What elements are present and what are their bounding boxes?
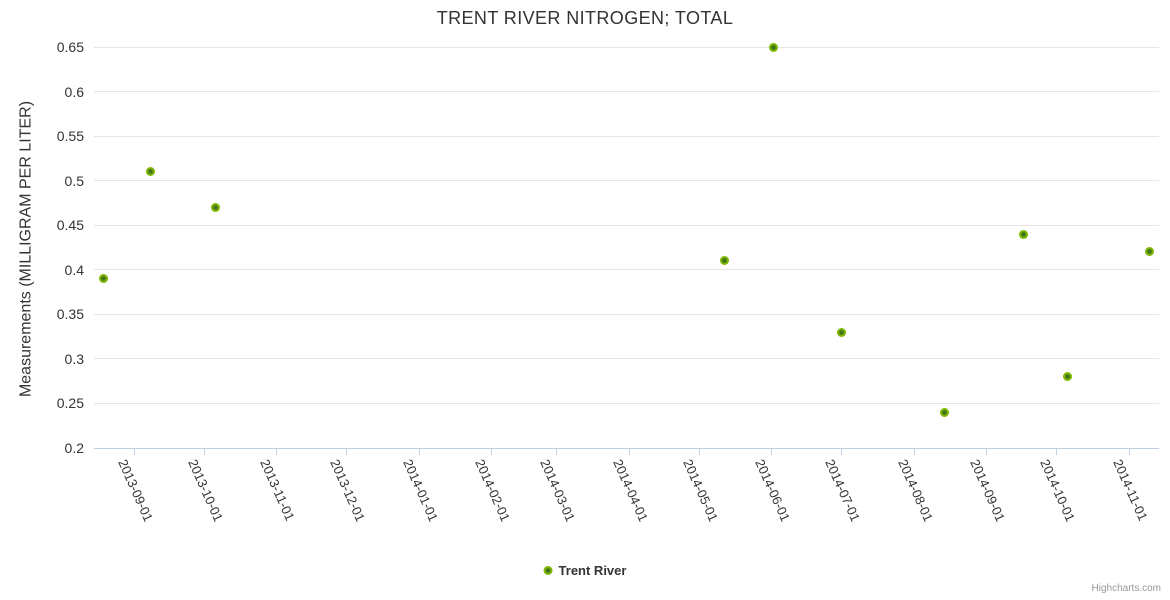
x-tick-mark	[913, 449, 915, 455]
x-tick-mark	[1128, 449, 1130, 455]
y-gridline	[94, 313, 1159, 315]
y-gridline	[94, 46, 1159, 48]
data-point[interactable]	[1145, 247, 1155, 257]
y-axis-label: 0.2	[64, 440, 84, 456]
x-axis-label: 2013-09-01	[114, 457, 156, 524]
x-axis-label: 2014-09-01	[967, 457, 1009, 524]
data-point[interactable]	[836, 327, 846, 337]
data-point[interactable]	[98, 274, 108, 284]
x-tick-mark	[346, 449, 348, 455]
x-axis-label: 2014-05-01	[680, 457, 721, 524]
x-tick-mark	[418, 449, 420, 455]
x-axis-line	[94, 447, 1159, 449]
legend-marker-icon	[543, 566, 553, 575]
y-axis-label: 0.25	[56, 395, 84, 412]
x-tick-mark	[628, 449, 630, 455]
y-gridline	[94, 180, 1159, 182]
highcharts-credits-link[interactable]: Highcharts.com	[1091, 583, 1161, 594]
x-axis-label: 2014-03-01	[537, 457, 579, 524]
x-axis-label: 2014-07-01	[822, 457, 864, 524]
x-axis-label: 2013-10-01	[185, 457, 226, 524]
x-axis-label: 2014-08-01	[895, 457, 936, 524]
legend-label: Trent River	[558, 563, 627, 578]
x-axis-label: 2014-01-01	[399, 457, 441, 524]
x-axis-label: 2013-12-01	[327, 457, 369, 524]
y-axis-label: 0.55	[56, 128, 84, 145]
y-gridline	[94, 91, 1159, 93]
y-axis-label: 0.65	[56, 39, 84, 55]
x-tick-mark	[771, 449, 773, 455]
x-tick-mark	[276, 449, 278, 455]
y-axis-label: 0.6	[64, 83, 84, 100]
data-point[interactable]	[210, 202, 220, 212]
x-axis-label: 2014-02-01	[472, 457, 514, 524]
x-axis-label: 2014-04-01	[610, 457, 651, 524]
data-point[interactable]	[939, 407, 949, 417]
x-tick-mark	[556, 449, 558, 455]
x-axis-label: 2013-11-01	[257, 457, 298, 523]
x-tick-mark	[841, 449, 843, 455]
y-axis-label: 0.45	[56, 217, 84, 234]
data-point[interactable]	[145, 167, 155, 177]
y-gridline	[94, 358, 1159, 360]
data-point[interactable]	[1063, 372, 1073, 382]
data-point[interactable]	[769, 42, 779, 52]
x-tick-mark	[986, 449, 988, 455]
x-axis-label: 2014-11-01	[1109, 457, 1151, 523]
x-tick-mark	[203, 449, 205, 455]
y-axis-label: 0.3	[64, 350, 84, 367]
y-axis-label: 0.4	[64, 261, 84, 278]
y-axis-title: Measurements (MILLIGRAM PER LITER)	[17, 100, 35, 398]
data-point[interactable]	[720, 256, 730, 266]
x-tick-mark	[133, 449, 135, 455]
y-gridline	[94, 402, 1159, 404]
x-tick-mark	[491, 449, 493, 455]
x-tick-mark	[698, 449, 700, 455]
data-point[interactable]	[1019, 229, 1029, 239]
y-gridline	[94, 135, 1159, 137]
x-tick-mark	[1056, 449, 1058, 455]
y-axis-label: 0.35	[56, 306, 84, 323]
x-axis-label: 2014-10-01	[1037, 457, 1079, 524]
y-axis-label: 0.5	[64, 172, 84, 189]
y-gridline	[94, 269, 1159, 271]
x-axis-label: 2014-06-01	[752, 457, 794, 524]
chart-title: TRENT RIVER NITROGEN; TOTAL	[436, 8, 734, 28]
legend-item-trent-river[interactable]: Trent River	[543, 563, 627, 578]
y-gridline	[94, 224, 1159, 226]
